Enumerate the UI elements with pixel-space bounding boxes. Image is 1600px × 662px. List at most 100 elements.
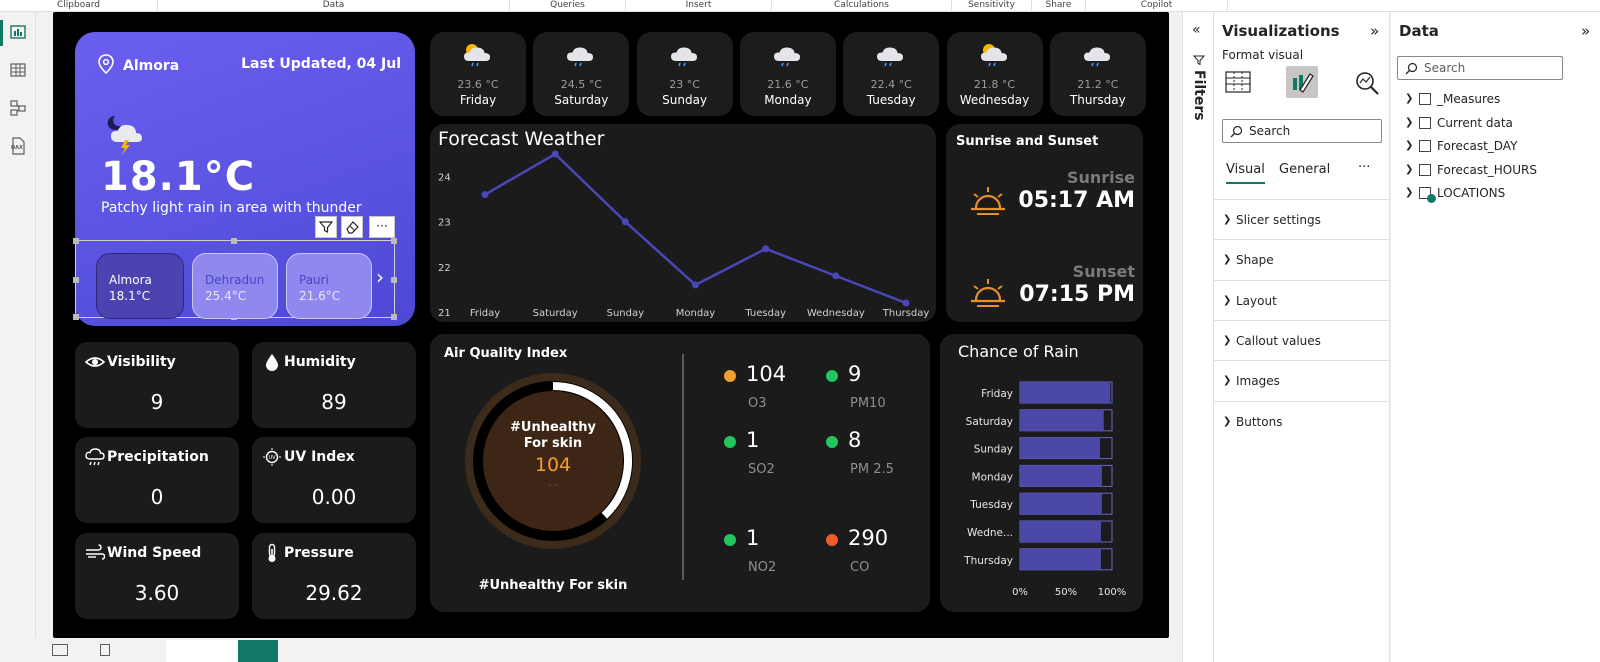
rain-bar[interactable]	[1020, 409, 1104, 431]
city-slicer[interactable]: Almora 18.1°C Dehradun 25.4°C Pauri 21.6…	[73, 238, 397, 320]
viz-search-input[interactable]: Search	[1222, 119, 1382, 143]
y-tick-label: Tuesday	[969, 499, 1013, 511]
forecast-line-plot: 21 22 23 24 Friday Saturday Sunday Monday Tuesda…	[438, 150, 930, 319]
filters-label[interactable]: Filters	[1191, 70, 1207, 121]
forecast-weather-chart[interactable]: Forecast Weather 21 22 23 24 Friday Saturday S…	[430, 124, 936, 322]
rain-bar[interactable]	[1020, 465, 1102, 487]
gauge-value: 104	[534, 454, 572, 476]
section-label: Slicer settings	[1236, 213, 1321, 227]
table-item-measures[interactable]: ❯ _Measures	[1405, 89, 1595, 109]
resize-handle[interactable]	[73, 277, 79, 283]
rain-bar[interactable]	[1020, 437, 1101, 459]
pollutant-status-dot	[724, 534, 736, 546]
table-icon	[1419, 140, 1431, 152]
tile-temp: 23 °C	[669, 78, 700, 91]
model-view-icon[interactable]	[8, 98, 28, 118]
section-images[interactable]: ❯ Images	[1214, 360, 1390, 400]
data-expand-icon[interactable]: »	[1581, 22, 1591, 40]
active-view-indicator	[0, 20, 3, 46]
eraser-icon	[346, 221, 359, 234]
x-tick-label: Thursday	[882, 308, 930, 319]
data-point[interactable]	[762, 245, 770, 253]
viz-more-icon[interactable]: ···	[1358, 160, 1371, 175]
resize-handle[interactable]	[391, 314, 397, 320]
tile-temp: 24.5 °C	[560, 78, 602, 91]
section-slicer-settings[interactable]: ❯ Slicer settings	[1214, 199, 1390, 239]
table-item-forecast_hours[interactable]: ❯ Forecast_HOURS	[1405, 160, 1595, 180]
data-point[interactable]	[481, 191, 489, 199]
data-point[interactable]	[902, 299, 910, 307]
data-search-input[interactable]: Search	[1397, 56, 1563, 80]
pollutant-status-dot	[826, 370, 838, 382]
table-icon	[1419, 187, 1431, 199]
slicer-next-arrow[interactable]: ›	[376, 265, 384, 289]
rain-bar[interactable]	[1020, 521, 1101, 542]
ribbon-group-calculations: Calculations	[772, 0, 952, 11]
chevron-right-icon: ❯	[1223, 214, 1232, 225]
gauge-sub: - -	[547, 480, 559, 491]
report-view-icon[interactable]	[8, 22, 28, 42]
dax-query-icon[interactable]: DAX	[8, 136, 28, 156]
x-tick-label: 50%	[1055, 587, 1077, 598]
chance-of-rain-chart[interactable]: Chance of Rain Friday Saturday Sunday Monda…	[940, 334, 1143, 612]
data-point[interactable]	[621, 218, 629, 226]
resize-handle[interactable]	[391, 277, 397, 283]
section-callout-values[interactable]: ❯ Callout values	[1214, 319, 1390, 360]
city-pill-dehradun[interactable]: Dehradun 25.4°C	[192, 253, 278, 319]
viz-search-placeholder: Search	[1249, 124, 1291, 138]
analytics-magnifier-icon[interactable]	[1354, 70, 1380, 96]
resize-handle[interactable]	[231, 238, 237, 244]
forecast-tile-tuesday: 22.4 °C Tuesday	[843, 32, 940, 116]
page-tab-active[interactable]	[238, 640, 278, 662]
stat-label: Visibility	[107, 354, 176, 370]
sunset-label: Sunset	[1072, 262, 1135, 281]
rain-bar[interactable]	[1020, 493, 1102, 515]
filter-button[interactable]	[315, 216, 337, 238]
build-visual-icon[interactable]	[1224, 70, 1252, 94]
rain-bar[interactable]	[1020, 382, 1111, 403]
ribbon-group-labels: Clipboard Data Queries Insert Calculatio…	[0, 0, 1600, 12]
tab-visual[interactable]: Visual	[1226, 162, 1265, 184]
table-item-current-data[interactable]: ❯ Current data	[1405, 113, 1595, 133]
cloud-rain-icon	[567, 47, 594, 67]
pollutant-label: NO2	[748, 560, 777, 575]
pollutant-value: 1	[746, 428, 760, 452]
tile-temp: 23.6 °C	[457, 78, 499, 91]
data-point[interactable]	[551, 150, 559, 158]
page-nav-icon[interactable]	[100, 644, 110, 656]
resize-handle[interactable]	[73, 238, 79, 244]
resize-handle[interactable]	[391, 238, 397, 244]
y-tick-label: Friday	[981, 388, 1013, 400]
viz-expand-icon[interactable]: »	[1370, 22, 1380, 40]
page-tab[interactable]	[166, 640, 238, 662]
format-visual-button[interactable]	[1286, 66, 1318, 98]
data-point[interactable]	[692, 281, 699, 289]
page-view-icon[interactable]	[52, 644, 68, 656]
table-view-icon[interactable]	[8, 60, 28, 80]
resize-handle[interactable]	[73, 314, 79, 320]
table-item-locations[interactable]: ❯ LOCATIONS	[1405, 183, 1595, 203]
pollutant-label: CO	[850, 560, 870, 575]
chevron-right-icon: ❯	[1223, 375, 1232, 387]
ribbon-group-queries: Queries	[510, 0, 626, 11]
table-item-forecast_day[interactable]: ❯ Forecast_DAY	[1405, 136, 1595, 156]
section-layout[interactable]: ❯ Layout	[1214, 279, 1390, 320]
tab-general[interactable]: General	[1279, 162, 1331, 177]
data-point[interactable]	[832, 272, 840, 280]
sunset-time: 07:15 PM	[1019, 282, 1135, 307]
section-buttons[interactable]: ❯ Buttons	[1214, 400, 1390, 441]
city-temp: 18.1°C	[109, 289, 151, 303]
filters-collapse-icon[interactable]: «	[1192, 22, 1201, 38]
format-visual-label: Format visual	[1222, 48, 1304, 62]
ribbon-group-clipboard: Clipboard	[0, 0, 158, 11]
city-pill-pauri[interactable]: Pauri 21.6°C	[286, 253, 372, 319]
more-options-icon[interactable]: ···	[369, 216, 395, 238]
clear-selections-button[interactable]	[341, 216, 363, 238]
gauge-category-line2: For skin	[523, 436, 583, 451]
chart-title: Forecast Weather	[438, 128, 605, 150]
gauge-fill-arc	[552, 382, 632, 519]
cloud-rain-icon	[773, 47, 800, 67]
city-pill-almora[interactable]: Almora 18.1°C	[96, 253, 184, 319]
section-shape[interactable]: ❯ Shape	[1214, 239, 1390, 279]
rain-bar[interactable]	[1020, 548, 1101, 570]
